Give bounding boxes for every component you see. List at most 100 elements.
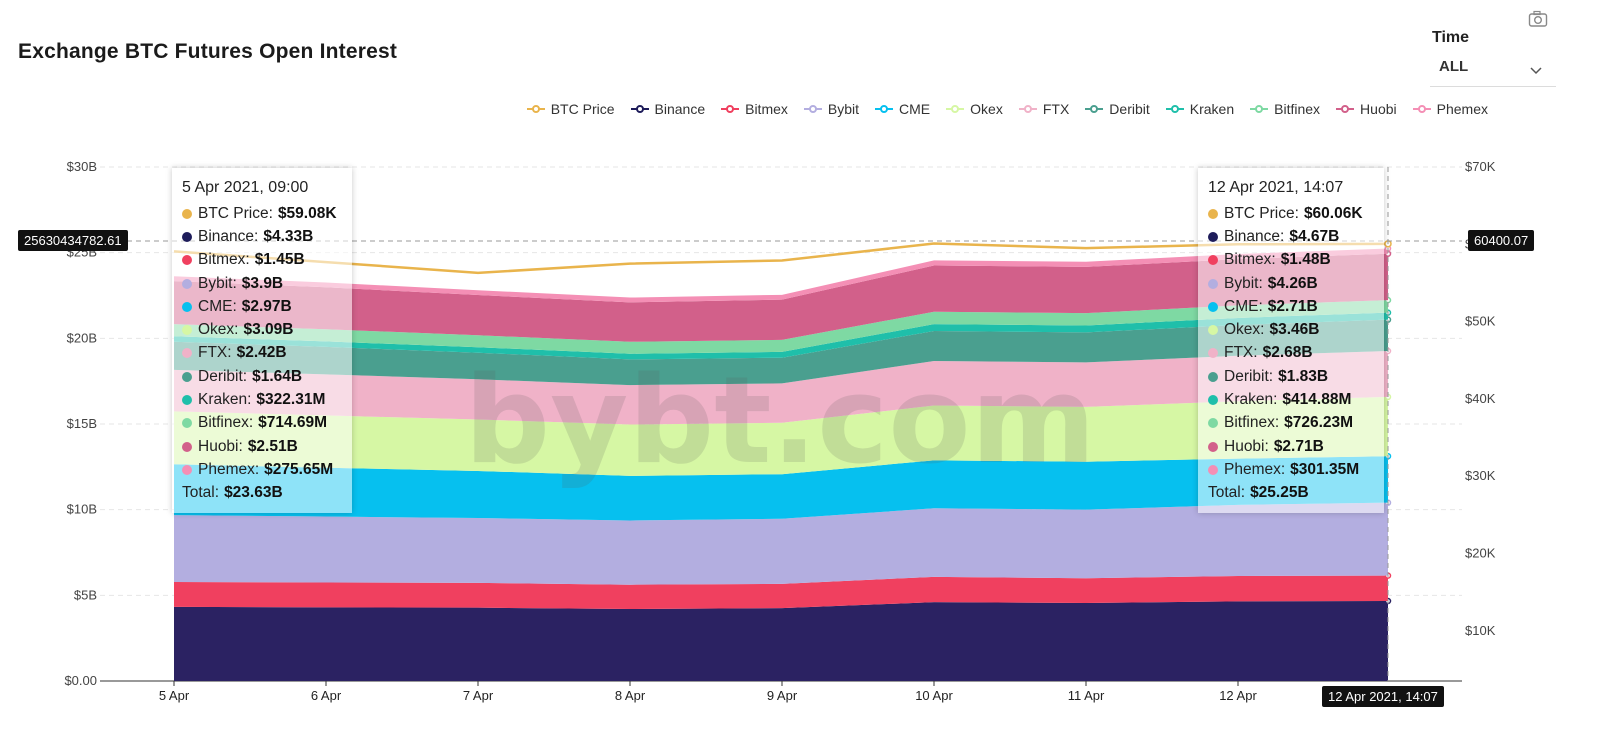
legend-label: Okex <box>970 101 1003 117</box>
tooltip-row: Deribit: $1.83B <box>1208 365 1374 388</box>
legend-item[interactable]: Binance <box>630 101 705 117</box>
tooltip-dot-icon <box>1208 464 1218 475</box>
camera-icon[interactable] <box>1528 10 1548 33</box>
x-tick-label: 5 Apr <box>159 688 190 703</box>
y-tick-right: $30K <box>1465 468 1496 483</box>
tooltip-dot-icon <box>182 348 192 359</box>
y-tick-right: $50K <box>1465 314 1496 329</box>
tooltip-dot-icon <box>1208 418 1218 429</box>
chart-legend: BTC Price Binance Bitmex Bybit CME Okex FTX Der… <box>526 101 1488 117</box>
legend-marker-icon <box>630 105 649 113</box>
tooltip-series-value: $4.67B <box>1289 227 1340 245</box>
tooltip-dot-icon <box>182 325 192 336</box>
tooltip-dot-icon <box>1208 348 1218 359</box>
tooltip-dot-icon <box>182 371 192 382</box>
tooltip-series-name: Bitmex: <box>198 251 250 269</box>
page-title: Exchange BTC Futures Open Interest <box>18 40 398 63</box>
tooltip-row: FTX: $2.42B <box>182 342 342 365</box>
crosshair-left-value: 25630434782.61 <box>18 230 128 251</box>
area-kraken <box>174 312 1388 360</box>
y-tick-left: $15B <box>67 416 97 431</box>
area-bybit <box>174 502 1388 585</box>
tooltip-row: Binance: $4.67B <box>1208 225 1374 248</box>
tooltip-series-value: $3.9B <box>241 274 284 292</box>
y-tick-left: $20B <box>67 330 97 345</box>
tooltip-series-value: $2.42B <box>236 344 287 362</box>
legend-label: Huobi <box>1360 101 1397 117</box>
legend-marker-icon <box>721 105 740 113</box>
x-tick-label: 6 Apr <box>311 688 342 703</box>
tooltip-row: Bitfinex: $726.23M <box>1208 412 1374 435</box>
legend-marker-icon <box>1336 105 1355 113</box>
tooltip-series-value: $2.71B <box>1267 297 1318 315</box>
tooltip-series-value: $726.23M <box>1284 414 1354 432</box>
tooltip-series-name: CME: <box>198 297 237 315</box>
legend-item[interactable]: Bybit <box>803 101 859 117</box>
legend-label: BTC Price <box>550 101 615 117</box>
legend-marker-icon <box>803 105 822 113</box>
tooltip-row: Binance: $4.33B <box>182 225 342 248</box>
tooltip-row: Bybit: $4.26B <box>1208 272 1374 295</box>
tooltip-date: 5 Apr 2021, 09:00 <box>182 179 309 196</box>
legend-label: Phemex <box>1436 101 1488 117</box>
x-tick-label: 9 Apr <box>767 688 798 703</box>
legend-label: FTX <box>1042 101 1070 117</box>
area-bitfinex <box>174 300 1388 354</box>
tooltip-series-name: Bitmex: <box>1224 251 1276 269</box>
tooltip-series-name: Bybit: <box>1224 274 1263 292</box>
tooltip-total-label: Total: <box>1208 484 1246 502</box>
tooltip-series-value: $2.68B <box>1262 344 1313 362</box>
tooltip-series-value: $59.08K <box>277 204 337 222</box>
tooltip-dot-icon <box>182 395 192 406</box>
legend-item[interactable]: Deribit <box>1085 101 1150 117</box>
tooltip-dot-icon <box>182 464 192 475</box>
tooltip-start: 5 Apr 2021, 09:00 BTC Price: $59.08K Binanc… <box>172 168 352 513</box>
tooltip-series-name: Kraken: <box>1224 391 1278 409</box>
tooltip-series-value: $2.51B <box>247 437 298 455</box>
legend-item[interactable]: Phemex <box>1412 101 1488 117</box>
tooltip-dot-icon <box>182 208 192 219</box>
tooltip-series-value: $4.33B <box>263 227 314 245</box>
tooltip-row: CME: $2.97B <box>182 295 342 318</box>
legend-marker-icon <box>1165 105 1184 113</box>
tooltip-dot-icon <box>182 231 192 242</box>
tooltip-series-value: $60.06K <box>1303 204 1363 222</box>
legend-item[interactable]: CME <box>875 101 930 117</box>
crosshair-right-value: 60400.07 <box>1468 230 1535 251</box>
tooltip-series-value: $1.45B <box>254 251 305 269</box>
legend-marker-icon <box>1085 105 1104 113</box>
legend-item[interactable]: Kraken <box>1165 101 1234 117</box>
legend-item[interactable]: Bitfinex <box>1250 101 1320 117</box>
tooltip-dot-icon <box>182 441 192 452</box>
legend-item[interactable]: BTC Price <box>526 101 615 117</box>
tooltip-row: Kraken: $414.88M <box>1208 388 1374 411</box>
area-okex <box>174 396 1388 476</box>
tooltip-series-name: Bitfinex: <box>1224 414 1280 432</box>
x-tick-label: 12 Apr <box>1219 688 1257 703</box>
time-label: Time <box>1432 29 1470 46</box>
legend-item[interactable]: Bitmex <box>721 101 788 117</box>
area-ftx <box>174 351 1388 425</box>
time-select[interactable]: ALL <box>1430 50 1556 87</box>
tooltip-date: 12 Apr 2021, 14:07 <box>1208 179 1344 196</box>
tooltip-row: CME: $2.71B <box>1208 295 1374 318</box>
tooltip-row: Huobi: $2.51B <box>182 435 342 458</box>
legend-item[interactable]: FTX <box>1018 101 1070 117</box>
tooltip-dot-icon <box>1208 441 1218 452</box>
x-tick-label: 8 Apr <box>615 688 646 703</box>
tooltip-series-value: $414.88M <box>1282 391 1352 409</box>
area-deribit <box>174 319 1388 386</box>
area-huobi <box>174 253 1388 342</box>
tooltip-series-value: $714.69M <box>258 414 328 432</box>
legend-item[interactable]: Okex <box>946 101 1003 117</box>
tooltip-row: Phemex: $301.35M <box>1208 458 1374 481</box>
tooltip-series-value: $1.83B <box>1278 367 1329 385</box>
legend-item[interactable]: Huobi <box>1336 101 1397 117</box>
tooltip-dot-icon <box>1208 278 1218 289</box>
tooltip-series-name: Bybit: <box>198 274 237 292</box>
area-phemex <box>174 248 1388 303</box>
tooltip-total-value: $25.25B <box>1250 484 1309 502</box>
tooltip-row: Bitmex: $1.45B <box>182 249 342 272</box>
tooltip-dot-icon <box>1208 395 1218 406</box>
